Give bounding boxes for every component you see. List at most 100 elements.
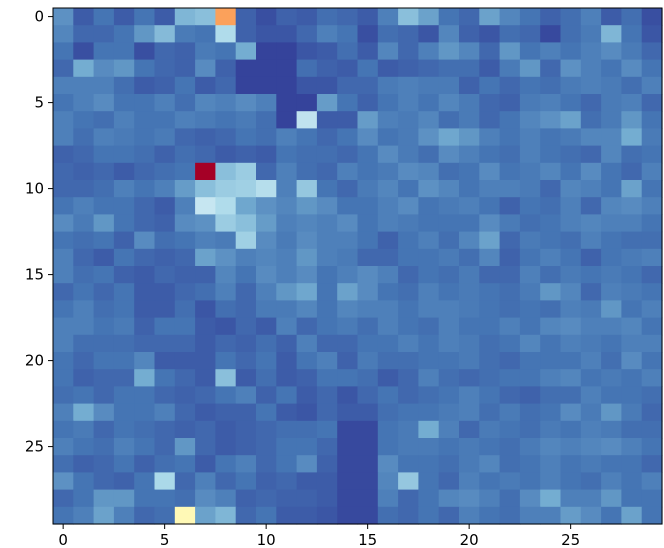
heatmap-cell bbox=[621, 128, 643, 147]
heatmap-cell bbox=[53, 506, 74, 525]
heatmap-cell bbox=[154, 128, 176, 147]
heatmap-cell bbox=[377, 248, 399, 267]
heatmap-cell bbox=[438, 76, 460, 95]
heatmap-cell bbox=[540, 25, 562, 43]
heatmap-cell bbox=[560, 386, 582, 405]
heatmap-cell bbox=[154, 420, 176, 439]
heatmap-cell bbox=[560, 197, 582, 215]
heatmap-cell bbox=[357, 369, 379, 387]
heatmap-cell bbox=[418, 300, 440, 319]
heatmap-cell bbox=[195, 403, 216, 422]
heatmap-cell bbox=[93, 334, 115, 353]
heatmap-cell bbox=[296, 352, 318, 370]
heatmap-cell bbox=[195, 369, 216, 387]
heatmap-cell bbox=[418, 386, 440, 405]
heatmap-cell bbox=[560, 489, 582, 508]
heatmap-cell bbox=[93, 94, 115, 112]
heatmap-cell bbox=[195, 231, 216, 250]
heatmap-cell bbox=[195, 455, 216, 473]
heatmap-cell bbox=[296, 8, 318, 26]
heatmap-cell bbox=[113, 128, 135, 147]
heatmap-cell bbox=[357, 197, 379, 215]
heatmap-cell bbox=[113, 42, 135, 61]
heatmap-cell bbox=[621, 94, 643, 112]
heatmap-cell bbox=[215, 145, 237, 164]
heatmap-cell bbox=[53, 420, 74, 439]
heatmap-cell bbox=[438, 25, 460, 43]
heatmap-cell bbox=[499, 8, 521, 26]
heatmap-cell bbox=[398, 317, 419, 336]
heatmap-cell bbox=[134, 214, 156, 233]
heatmap-cell bbox=[256, 162, 277, 181]
heatmap-cell bbox=[337, 283, 359, 301]
heatmap-cell bbox=[316, 197, 338, 215]
heatmap-cell bbox=[499, 317, 521, 336]
heatmap-cell bbox=[398, 300, 419, 319]
heatmap-cell bbox=[641, 248, 663, 267]
heatmap-cell bbox=[560, 369, 582, 387]
heatmap-cell bbox=[560, 8, 582, 26]
heatmap-cell bbox=[235, 59, 257, 78]
heatmap-cell bbox=[377, 472, 399, 491]
heatmap-cell bbox=[621, 42, 643, 61]
heatmap-cell bbox=[316, 489, 338, 508]
heatmap-cell bbox=[560, 248, 582, 267]
heatmap-cell bbox=[154, 506, 176, 525]
heatmap-cell bbox=[53, 8, 74, 26]
heatmap-cell bbox=[174, 248, 196, 267]
heatmap-cell bbox=[256, 197, 277, 215]
heatmap-cell bbox=[174, 128, 196, 147]
heatmap-cell bbox=[418, 248, 440, 267]
heatmap-cell bbox=[93, 489, 115, 508]
heatmap-cell bbox=[53, 42, 74, 61]
heatmap-cell bbox=[580, 197, 602, 215]
heatmap-cell bbox=[438, 283, 460, 301]
heatmap-cell bbox=[296, 369, 318, 387]
heatmap-cell bbox=[235, 248, 257, 267]
heatmap-cell bbox=[113, 266, 135, 284]
heatmap-cell bbox=[357, 420, 379, 439]
heatmap-cell bbox=[113, 94, 135, 112]
heatmap-cell bbox=[73, 334, 95, 353]
heatmap-cell bbox=[73, 455, 95, 473]
heatmap-cell bbox=[337, 8, 359, 26]
heatmap-cell bbox=[73, 214, 95, 233]
heatmap-cell bbox=[479, 266, 501, 284]
heatmap-cell bbox=[174, 352, 196, 370]
heatmap-cell bbox=[337, 214, 359, 233]
heatmap-cell bbox=[154, 76, 176, 95]
heatmap-cell bbox=[377, 300, 399, 319]
heatmap-cell bbox=[174, 180, 196, 198]
heatmap-cell bbox=[316, 248, 338, 267]
heatmap-cell bbox=[438, 455, 460, 473]
heatmap-cell bbox=[499, 231, 521, 250]
heatmap-cell bbox=[134, 386, 156, 405]
heatmap-cell bbox=[377, 59, 399, 78]
heatmap-cell bbox=[134, 231, 156, 250]
heatmap-cell bbox=[540, 8, 562, 26]
heatmap-cell bbox=[316, 334, 338, 353]
heatmap-cell bbox=[154, 266, 176, 284]
heatmap-cell bbox=[215, 231, 237, 250]
heatmap-cell bbox=[601, 111, 622, 129]
heatmap-cell bbox=[154, 300, 176, 319]
heatmap-cell bbox=[73, 25, 95, 43]
heatmap-cell bbox=[93, 128, 115, 147]
heatmap-cell bbox=[174, 162, 196, 181]
heatmap-cell bbox=[337, 76, 359, 95]
heatmap-cell bbox=[195, 197, 216, 215]
heatmap-cell bbox=[398, 180, 419, 198]
x-tick-label: 0 bbox=[58, 531, 68, 548]
heatmap-cell bbox=[337, 59, 359, 78]
heatmap-cell bbox=[438, 248, 460, 267]
heatmap-cell bbox=[316, 8, 338, 26]
heatmap-cell bbox=[540, 489, 562, 508]
heatmap-cell bbox=[438, 42, 460, 61]
heatmap-cell bbox=[601, 352, 622, 370]
heatmap-cell bbox=[316, 283, 338, 301]
heatmap-cell bbox=[641, 231, 663, 250]
heatmap-cell bbox=[113, 283, 135, 301]
heatmap-cell bbox=[215, 266, 237, 284]
heatmap-cell bbox=[134, 248, 156, 267]
heatmap-cell bbox=[337, 42, 359, 61]
